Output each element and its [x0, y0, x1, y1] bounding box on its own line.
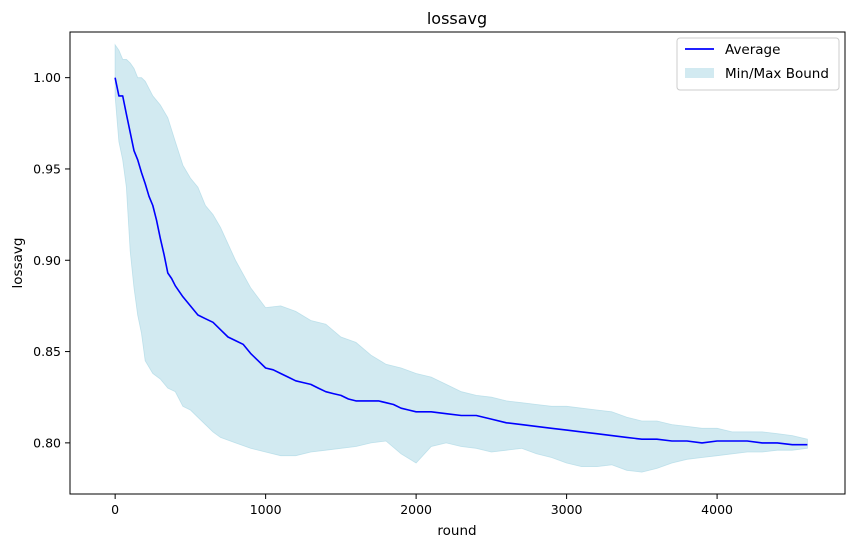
y-tick-label: 0.95 [33, 161, 61, 176]
x-tick-label: 4000 [701, 502, 733, 517]
min-max-band [114, 43, 808, 473]
x-tick-label: 3000 [551, 502, 583, 517]
legend-band-swatch [685, 68, 714, 78]
chart-title: lossavg [427, 9, 487, 28]
x-tick-label: 1000 [250, 502, 282, 517]
y-tick-label: 0.80 [33, 435, 61, 450]
legend-band-label: Min/Max Bound [725, 66, 829, 82]
average-line [114, 77, 808, 446]
x-tick-label: 0 [111, 502, 119, 517]
y-axis-label: lossavg [10, 238, 26, 289]
x-tick-label: 2000 [400, 502, 432, 517]
x-axis: 0 1000 2000 3000 4000 [111, 494, 733, 517]
plot-frame [69, 31, 846, 495]
y-tick-label: 0.90 [33, 253, 61, 268]
legend: Average Min/Max Bound [676, 37, 840, 91]
legend-average-label: Average [725, 42, 780, 58]
y-tick-label: 0.85 [33, 344, 61, 359]
legend-box [676, 37, 840, 91]
x-axis-label: round [437, 523, 476, 539]
min-max-band-layer [114, 43, 808, 473]
y-axis: 0.80 0.85 0.90 0.95 1.00 [33, 70, 70, 450]
average-line-layer [114, 77, 808, 446]
y-tick-label: 1.00 [33, 70, 61, 85]
